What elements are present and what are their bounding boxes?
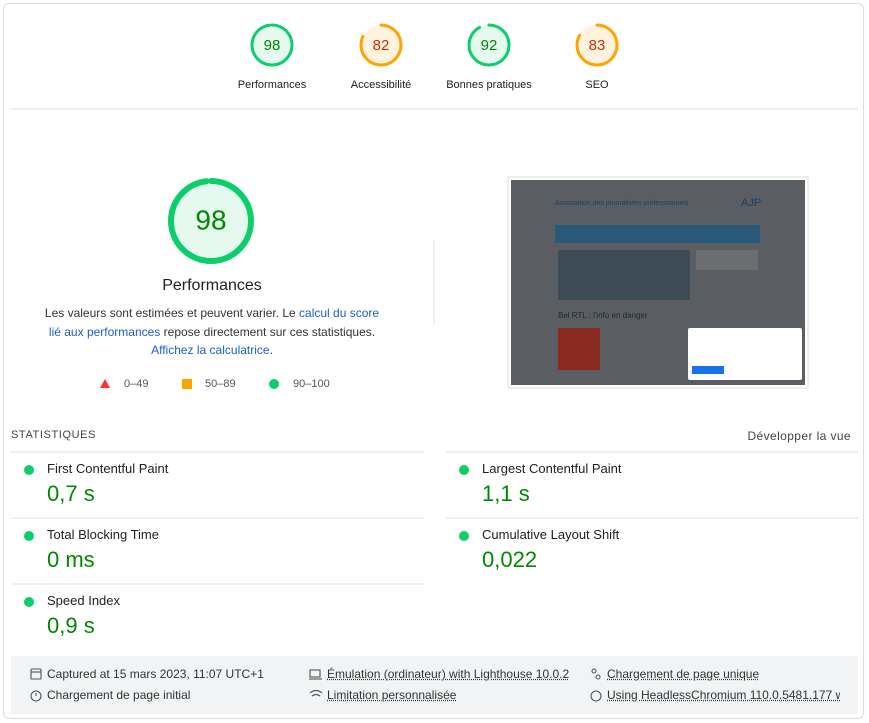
metric-value: 0,9 s xyxy=(47,613,95,638)
metric-name: Speed Index xyxy=(47,593,121,608)
gauge-arc xyxy=(575,23,619,67)
gauge-bg xyxy=(361,25,401,65)
text: . xyxy=(269,343,273,357)
legend-average-icon xyxy=(182,379,192,389)
metric-value: 0 ms xyxy=(47,547,95,572)
link[interactable]: Affichez la calculatrice xyxy=(151,343,270,357)
footer-item[interactable]: Émulation (ordinateur) with Lighthouse 1… xyxy=(327,667,570,681)
text: Les valeurs sont estimées et peuvent var… xyxy=(44,306,300,320)
footer-bg xyxy=(11,656,858,714)
report-card xyxy=(3,3,864,719)
link[interactable]: calcul du score lié aux performances xyxy=(48,306,380,339)
footer-item: Chargement de page initial xyxy=(47,688,191,702)
gauge-bg xyxy=(252,25,292,65)
gauge-bg xyxy=(577,25,617,65)
gauge-score: 83 xyxy=(589,37,606,54)
thumb-headline: Bel RTL : l'info en danger xyxy=(558,311,648,320)
legend-label: 90–100 xyxy=(293,378,330,390)
metric-status xyxy=(459,531,469,541)
gauge-score: 82 xyxy=(373,37,390,54)
footer-item[interactable]: Using HeadlessChromium 110.0.5481.177 wi… xyxy=(607,688,840,702)
metric-value: 0,7 s xyxy=(47,481,95,506)
gauge-arc xyxy=(250,23,294,67)
metric-name: Largest Contentful Paint xyxy=(482,461,622,476)
description: Les valeurs sont estimées et peuvent var… xyxy=(40,304,384,360)
footer-item[interactable]: Chargement de page unique xyxy=(607,667,760,681)
page-screenshot: Association des journalistes professionn… xyxy=(507,176,809,389)
metric-name: Cumulative Layout Shift xyxy=(482,527,620,542)
metric-value: 0,022 xyxy=(482,547,538,572)
gauge-score: 92 xyxy=(481,37,498,54)
gauge-bg xyxy=(171,181,251,261)
gauge-label: Accessibilité xyxy=(351,79,412,91)
gauge-arc xyxy=(168,178,254,264)
gauge-score: 98 xyxy=(195,204,226,235)
gauge-label: Bonnes pratiques xyxy=(446,79,532,91)
metric-status xyxy=(24,465,34,475)
legend-fail-icon xyxy=(100,379,110,388)
legend-pass-icon xyxy=(269,379,279,389)
metric-status xyxy=(24,531,34,541)
metric-name: Total Blocking Time xyxy=(47,527,159,542)
footer-item[interactable]: Limitation personnalisée xyxy=(327,688,457,702)
metric-name: First Contentful Paint xyxy=(47,461,169,476)
gauge-label: SEO xyxy=(585,79,609,91)
legend-label: 0–49 xyxy=(124,378,148,390)
expand-toggle[interactable]: Développer la vue xyxy=(747,429,851,443)
thumb-logo: AJP xyxy=(741,197,761,209)
thumb-site-title: Association des journalistes professionn… xyxy=(555,200,689,207)
gauge-bg xyxy=(469,25,509,65)
gauge-score: 98 xyxy=(264,37,281,54)
metrics-title: STATISTIQUES xyxy=(11,429,97,441)
gauge-arc xyxy=(467,23,511,67)
metric-status xyxy=(24,597,34,607)
main-title: Performances xyxy=(162,277,262,294)
footer-icons xyxy=(30,668,602,702)
gauge-arc xyxy=(359,23,403,67)
legend-label: 50–89 xyxy=(205,378,236,390)
text: repose directement sur ces statistiques. xyxy=(160,324,376,339)
footer-item: Captured at 15 mars 2023, 11:07 UTC+1 xyxy=(47,667,264,681)
metric-status xyxy=(459,465,469,475)
metric-value: 1,1 s xyxy=(482,481,530,506)
gauge-label: Performances xyxy=(238,79,307,91)
